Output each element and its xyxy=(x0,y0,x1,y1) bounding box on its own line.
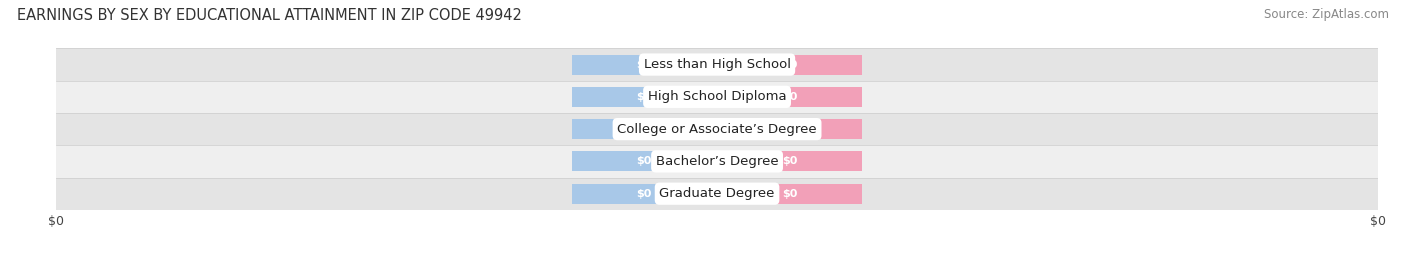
Text: $0: $0 xyxy=(637,189,652,199)
Text: $0: $0 xyxy=(782,189,797,199)
Bar xyxy=(572,87,717,107)
Bar xyxy=(717,119,862,139)
Text: Graduate Degree: Graduate Degree xyxy=(659,187,775,200)
Text: College or Associate’s Degree: College or Associate’s Degree xyxy=(617,123,817,136)
Text: $0: $0 xyxy=(782,92,797,102)
Bar xyxy=(717,55,862,75)
Text: Source: ZipAtlas.com: Source: ZipAtlas.com xyxy=(1264,8,1389,21)
Bar xyxy=(56,81,1378,113)
Bar xyxy=(572,184,717,204)
Text: $0: $0 xyxy=(782,59,797,70)
Bar xyxy=(572,55,717,75)
Bar xyxy=(56,178,1378,210)
Text: $0: $0 xyxy=(637,92,652,102)
Bar xyxy=(717,151,862,171)
Bar xyxy=(56,48,1378,81)
Bar xyxy=(56,113,1378,145)
Text: $0: $0 xyxy=(637,59,652,70)
Text: Less than High School: Less than High School xyxy=(644,58,790,71)
Text: EARNINGS BY SEX BY EDUCATIONAL ATTAINMENT IN ZIP CODE 49942: EARNINGS BY SEX BY EDUCATIONAL ATTAINMEN… xyxy=(17,8,522,23)
Bar xyxy=(717,184,862,204)
Bar xyxy=(572,151,717,171)
Text: $0: $0 xyxy=(637,156,652,167)
Text: High School Diploma: High School Diploma xyxy=(648,90,786,103)
Text: $0: $0 xyxy=(782,156,797,167)
Text: $0: $0 xyxy=(637,124,652,134)
Text: $0: $0 xyxy=(782,124,797,134)
Text: Bachelor’s Degree: Bachelor’s Degree xyxy=(655,155,779,168)
Bar xyxy=(717,87,862,107)
Bar xyxy=(572,119,717,139)
Bar xyxy=(56,145,1378,178)
Legend: Male, Female: Male, Female xyxy=(647,264,787,269)
